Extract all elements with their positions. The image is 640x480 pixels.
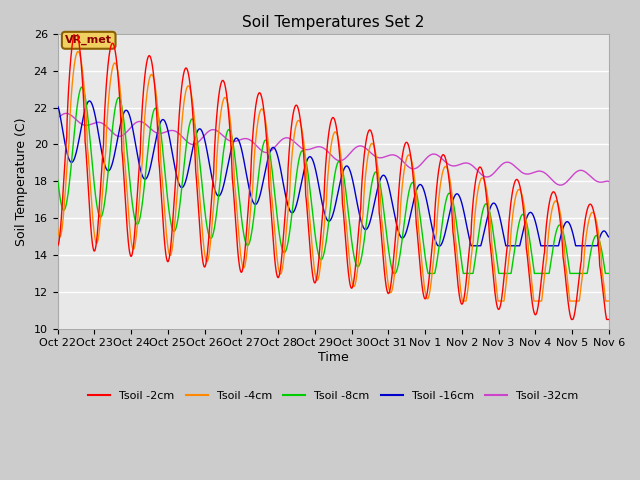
Tsoil -2cm [397,166,404,172]
Tsoil -32cm [557,182,564,188]
Line: Tsoil -2cm: Tsoil -2cm [58,31,609,320]
Tsoil -4cm [553,199,561,204]
Tsoil -8cm [387,262,395,268]
Tsoil -8cm [553,227,561,232]
Tsoil -2cm [553,195,561,201]
Tsoil -16cm [172,169,180,175]
Title: Soil Temperatures Set 2: Soil Temperatures Set 2 [242,15,424,30]
Tsoil -32cm [605,179,612,184]
Tsoil -4cm [208,227,216,232]
Tsoil -4cm [74,48,82,54]
Tsoil -8cm [397,246,404,252]
Tsoil -16cm [208,173,216,179]
Tsoil -32cm [208,127,216,133]
Tsoil -16cm [86,98,93,104]
Tsoil -16cm [54,103,61,109]
Legend: Tsoil -2cm, Tsoil -4cm, Tsoil -8cm, Tsoil -16cm, Tsoil -32cm: Tsoil -2cm, Tsoil -4cm, Tsoil -8cm, Tsoi… [84,387,582,406]
Tsoil -8cm [605,271,612,276]
Tsoil -4cm [459,298,467,304]
Line: Tsoil -4cm: Tsoil -4cm [58,51,609,301]
Tsoil -8cm [54,177,61,182]
Tsoil -2cm [605,317,612,323]
Tsoil -8cm [78,84,86,90]
Tsoil -2cm [172,173,180,179]
Tsoil -32cm [387,152,395,158]
Tsoil -4cm [54,224,61,230]
Tsoil -16cm [397,234,404,240]
Tsoil -4cm [172,207,180,213]
Tsoil -32cm [397,156,404,162]
Tsoil -4cm [605,298,612,304]
Tsoil -2cm [605,317,612,323]
Tsoil -8cm [390,271,398,276]
Tsoil -16cm [553,243,561,249]
Tsoil -8cm [605,271,612,276]
Tsoil -32cm [62,110,70,116]
Tsoil -4cm [397,202,404,208]
Tsoil -2cm [568,317,575,323]
Line: Tsoil -16cm: Tsoil -16cm [58,101,609,246]
Line: Tsoil -8cm: Tsoil -8cm [58,87,609,274]
Tsoil -32cm [54,115,61,120]
Tsoil -32cm [605,179,612,184]
Tsoil -16cm [387,194,395,200]
Tsoil -16cm [605,234,612,240]
Text: VR_met: VR_met [65,35,112,46]
Tsoil -2cm [54,243,61,249]
Tsoil -32cm [172,129,180,134]
Tsoil -2cm [208,194,216,200]
Tsoil -16cm [605,234,612,240]
Y-axis label: Soil Temperature (C): Soil Temperature (C) [15,117,28,246]
Tsoil -2cm [72,28,79,34]
Tsoil -8cm [172,226,180,231]
Tsoil -16cm [434,243,442,249]
Tsoil -2cm [387,281,395,287]
Tsoil -4cm [605,298,612,304]
Line: Tsoil -32cm: Tsoil -32cm [58,113,609,185]
X-axis label: Time: Time [318,351,349,364]
Tsoil -32cm [553,181,561,187]
Tsoil -4cm [387,289,395,295]
Tsoil -8cm [208,235,216,240]
